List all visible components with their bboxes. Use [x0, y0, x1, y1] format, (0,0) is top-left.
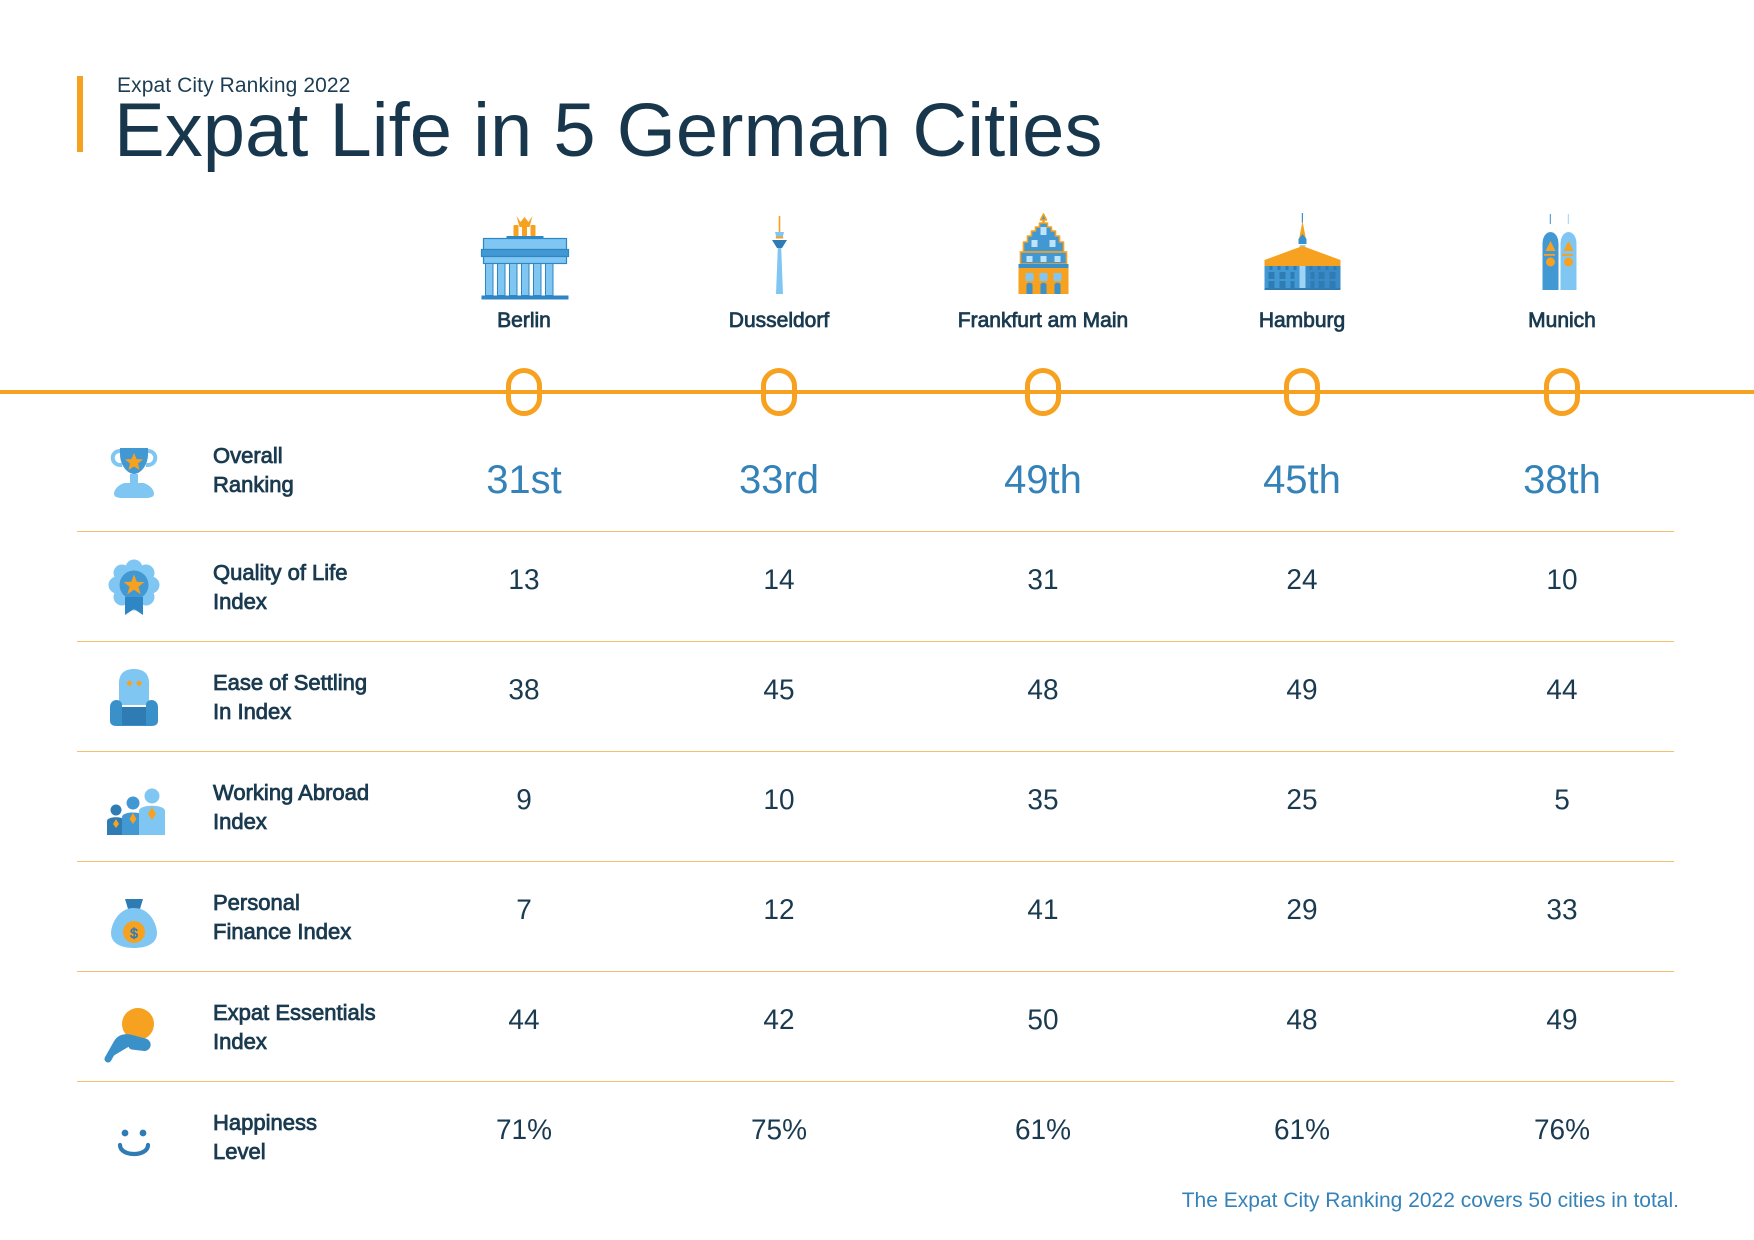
svg-text:$: $ [129, 925, 138, 941]
